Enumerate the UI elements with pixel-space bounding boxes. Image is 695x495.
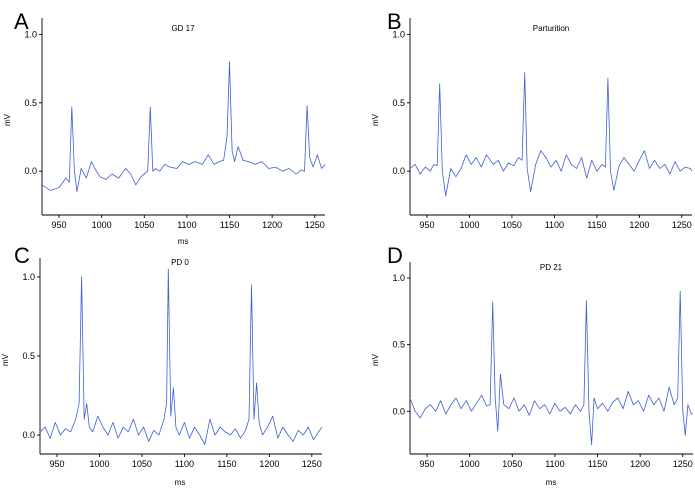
x-tick-label-a: 1050 xyxy=(134,220,154,230)
x-tick-label-a: 1000 xyxy=(92,220,112,230)
x-tick-label-d: 1000 xyxy=(460,459,480,469)
plot-a: 950 1000 1050 1100 1150 1200 1250 0.0 0.5 1.0 xyxy=(24,18,326,230)
y-tick-label-b: 0.5 xyxy=(392,98,405,108)
x-tick-label-c: 950 xyxy=(49,459,64,469)
panel-c: C PD 0 mV ms 950 1000 1050 1100 1150 1200 1250… xyxy=(1,243,323,487)
x-tick-label-d: 950 xyxy=(420,459,435,469)
x-tick-label-d: 1100 xyxy=(545,459,564,469)
y-tick-label-a: 0.0 xyxy=(24,166,37,176)
y-axis-label-b: mV xyxy=(371,113,380,126)
y-tick-label-c: 0.5 xyxy=(22,351,35,361)
y-tick-label-b: 0.0 xyxy=(392,166,405,176)
y-tick-label-a: 0.5 xyxy=(24,98,37,108)
x-tick-label-a: 1250 xyxy=(305,220,325,230)
x-tick-label-b: 950 xyxy=(419,220,434,230)
panel-letter-d: D xyxy=(387,243,403,268)
x-axis-label-d: ms xyxy=(546,478,557,487)
x-tick-label-a: 950 xyxy=(52,220,67,230)
x-tick-label-c: 1250 xyxy=(302,459,322,469)
panel-letter-c: C xyxy=(14,243,30,268)
x-tick-label-a: 1200 xyxy=(262,220,282,230)
panel-title-a: GD 17 xyxy=(171,24,195,33)
panel-d: D PD 21 mV ms 950 1000 1050 1100 1150 1200 125… xyxy=(371,243,693,487)
panel-a: A GD 17 mV ms 950 1000 1050 1100 1150 1200 125… xyxy=(3,9,326,246)
ecg-trace-a xyxy=(41,61,326,193)
x-tick-label-c: 1150 xyxy=(217,459,236,469)
x-tick-label-d: 1150 xyxy=(588,459,607,469)
x-tick-label-b: 1200 xyxy=(629,220,649,230)
y-tick-label-a: 1.0 xyxy=(24,29,37,39)
panel-title-b: Parturition xyxy=(533,24,569,33)
panel-letter-b: B xyxy=(387,9,402,34)
y-axis-label-c: mV xyxy=(1,353,10,366)
panel-title-c: PD 0 xyxy=(171,258,189,267)
panel-title-d: PD 21 xyxy=(540,263,563,272)
x-tick-label-c: 1050 xyxy=(132,459,152,469)
y-tick-label-b: 1.0 xyxy=(392,29,405,39)
y-tick-label-d: 1.0 xyxy=(392,273,405,283)
x-tick-label-a: 1100 xyxy=(177,220,196,230)
y-tick-label-d: 0.5 xyxy=(392,340,405,350)
y-tick-label-c: 0.0 xyxy=(22,430,35,440)
plot-d: 950 1000 1050 1100 1150 1200 1250 0.0 0.5 1.0 xyxy=(392,262,693,469)
y-axis-label-d: mV xyxy=(371,353,380,366)
x-tick-label-b: 1100 xyxy=(545,220,564,230)
panel-letter-a: A xyxy=(14,9,29,34)
y-axis-label-a: mV xyxy=(3,113,12,126)
plot-c: 950 1000 1050 1100 1150 1200 1250 0.0 0.5 1.0 xyxy=(22,258,323,469)
x-tick-label-d: 1200 xyxy=(630,459,650,469)
x-tick-label-d: 1050 xyxy=(502,459,522,469)
y-tick-label-d: 0.0 xyxy=(392,406,405,416)
x-tick-label-b: 1000 xyxy=(459,220,479,230)
x-tick-label-c: 1000 xyxy=(89,459,109,469)
x-tick-label-c: 1200 xyxy=(259,459,279,469)
ecg-trace-c xyxy=(39,268,323,445)
ecg-trace-b xyxy=(409,72,693,197)
x-tick-label-a: 1150 xyxy=(220,220,239,230)
plot-b: 950 1000 1050 1100 1150 1200 1250 0.0 0.5 1.0 xyxy=(392,18,693,230)
x-axis-label-c: ms xyxy=(175,478,186,487)
x-tick-label-b: 1150 xyxy=(587,220,606,230)
x-tick-label-d: 1250 xyxy=(673,459,693,469)
x-axis-label-a: ms xyxy=(178,237,189,246)
x-tick-label-b: 1050 xyxy=(502,220,522,230)
x-tick-label-c: 1100 xyxy=(175,459,194,469)
panel-b: B Parturition mV 950 1000 1050 1100 1150 1200… xyxy=(371,9,693,230)
x-tick-label-b: 1250 xyxy=(672,220,692,230)
y-tick-label-c: 1.0 xyxy=(22,272,35,282)
ecg-trace-d xyxy=(409,290,693,446)
